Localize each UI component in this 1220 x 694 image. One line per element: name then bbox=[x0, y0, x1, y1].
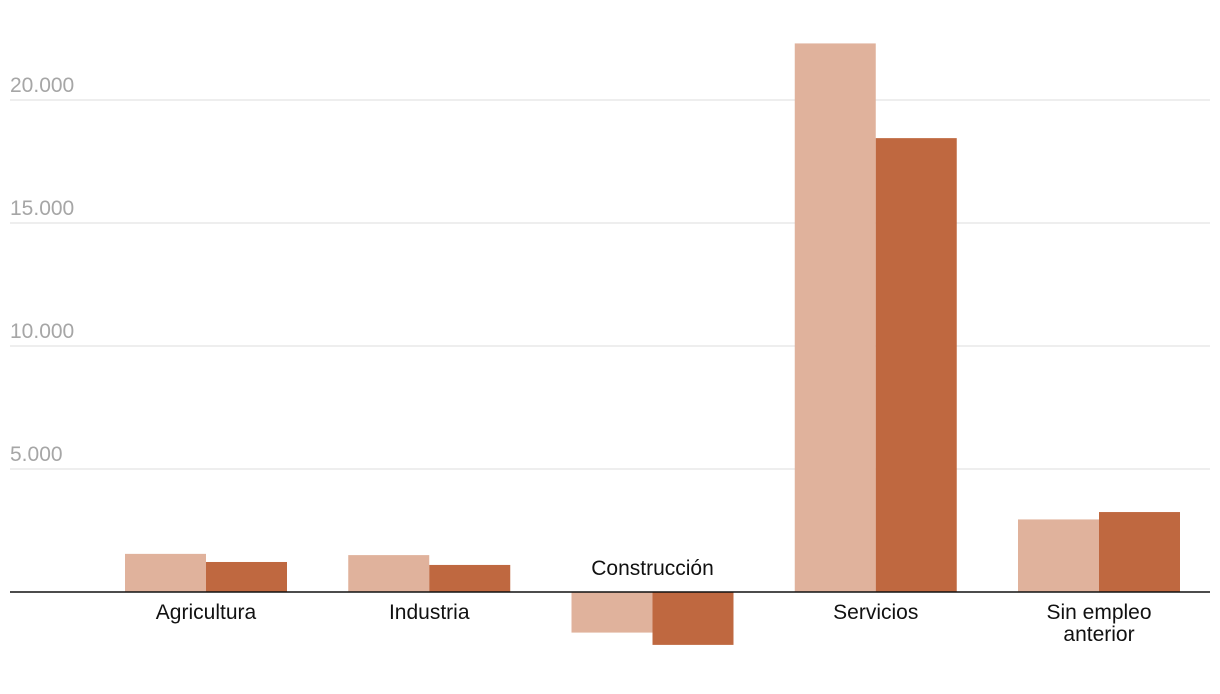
y-tick-label: 15.000 bbox=[10, 197, 74, 220]
bar bbox=[571, 592, 653, 633]
bar bbox=[794, 43, 876, 593]
category-label-line: Agricultura bbox=[156, 601, 257, 624]
bar bbox=[1099, 512, 1180, 592]
bar bbox=[429, 564, 511, 592]
category-label: Industria bbox=[389, 601, 470, 624]
bar bbox=[652, 592, 734, 645]
y-tick-label: 20.000 bbox=[10, 74, 74, 97]
bar bbox=[206, 561, 287, 592]
y-tick-label: 5.000 bbox=[10, 443, 63, 466]
category-label-line: Sin empleo bbox=[1046, 601, 1151, 624]
bar bbox=[125, 553, 206, 592]
bar bbox=[875, 138, 957, 592]
bar-layer bbox=[125, 43, 1180, 645]
grid-layer: 5.000 10.000 15.000 20.000 bbox=[10, 74, 1210, 470]
bar bbox=[348, 555, 430, 592]
category-label-line: Industria bbox=[389, 601, 470, 624]
category-label-line: anterior bbox=[1063, 623, 1134, 646]
y-tick-label: 10.000 bbox=[10, 320, 74, 343]
category-label-line: Servicios bbox=[833, 601, 918, 624]
category-label: Sin empleo anterior bbox=[1046, 601, 1151, 646]
category-label: Construcción bbox=[591, 557, 714, 580]
category-label: Servicios bbox=[833, 601, 918, 624]
category-label: Agricultura bbox=[156, 601, 257, 624]
bar bbox=[1018, 519, 1099, 592]
category-label-line: Construcción bbox=[591, 557, 714, 580]
category-label-layer: Agricultura Industria Construcción Servicio… bbox=[156, 557, 1152, 646]
